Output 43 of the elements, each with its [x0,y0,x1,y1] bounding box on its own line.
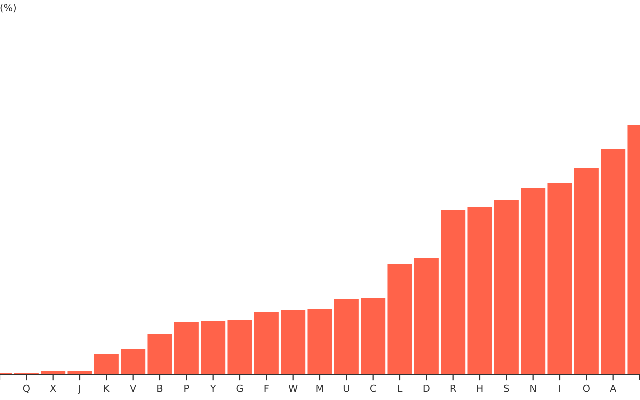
bar [548,183,572,375]
bar [308,309,332,375]
x-tick-label: J [78,385,80,394]
x-tick-label: Q [23,384,30,394]
x-tick-label: C [370,384,376,392]
text: (%) [0,4,16,13]
x-tick-label: P [184,385,190,392]
bar [201,321,226,375]
x-tick-label: K [104,385,110,392]
bar [361,298,386,375]
bar [388,264,412,375]
x-tick-label: D [424,385,430,392]
bar [94,354,119,375]
bar [521,188,546,375]
x-tick-label: X [50,385,56,392]
bar [441,210,466,375]
bar [254,312,279,375]
bar [334,299,359,375]
x-tick-label: G [236,384,243,392]
x-tick-label: F [264,385,269,392]
x-tick-label: R [450,385,456,392]
bar [281,310,306,375]
x-tick-label: S [504,384,510,392]
x-tick-label: Y [210,385,216,392]
bar [121,349,146,375]
bar [414,258,439,375]
bar [494,200,519,375]
bar [574,168,599,375]
x-tick-label: V [130,385,137,392]
x-tick-label: H [477,385,483,392]
bar [228,320,252,375]
x-tick-label: W [288,385,298,392]
x-tick-label: O [583,384,590,392]
x-tick-label: L [398,385,403,392]
bar [468,207,492,375]
x-tick-label: B [158,385,163,392]
x-tick-label: N [530,385,536,392]
bar [174,322,199,375]
bar [601,149,626,375]
bar [148,334,172,375]
x-tick-label: U [344,385,350,392]
x-tick-label: M [316,385,324,392]
x-tick-label: A [610,385,617,392]
